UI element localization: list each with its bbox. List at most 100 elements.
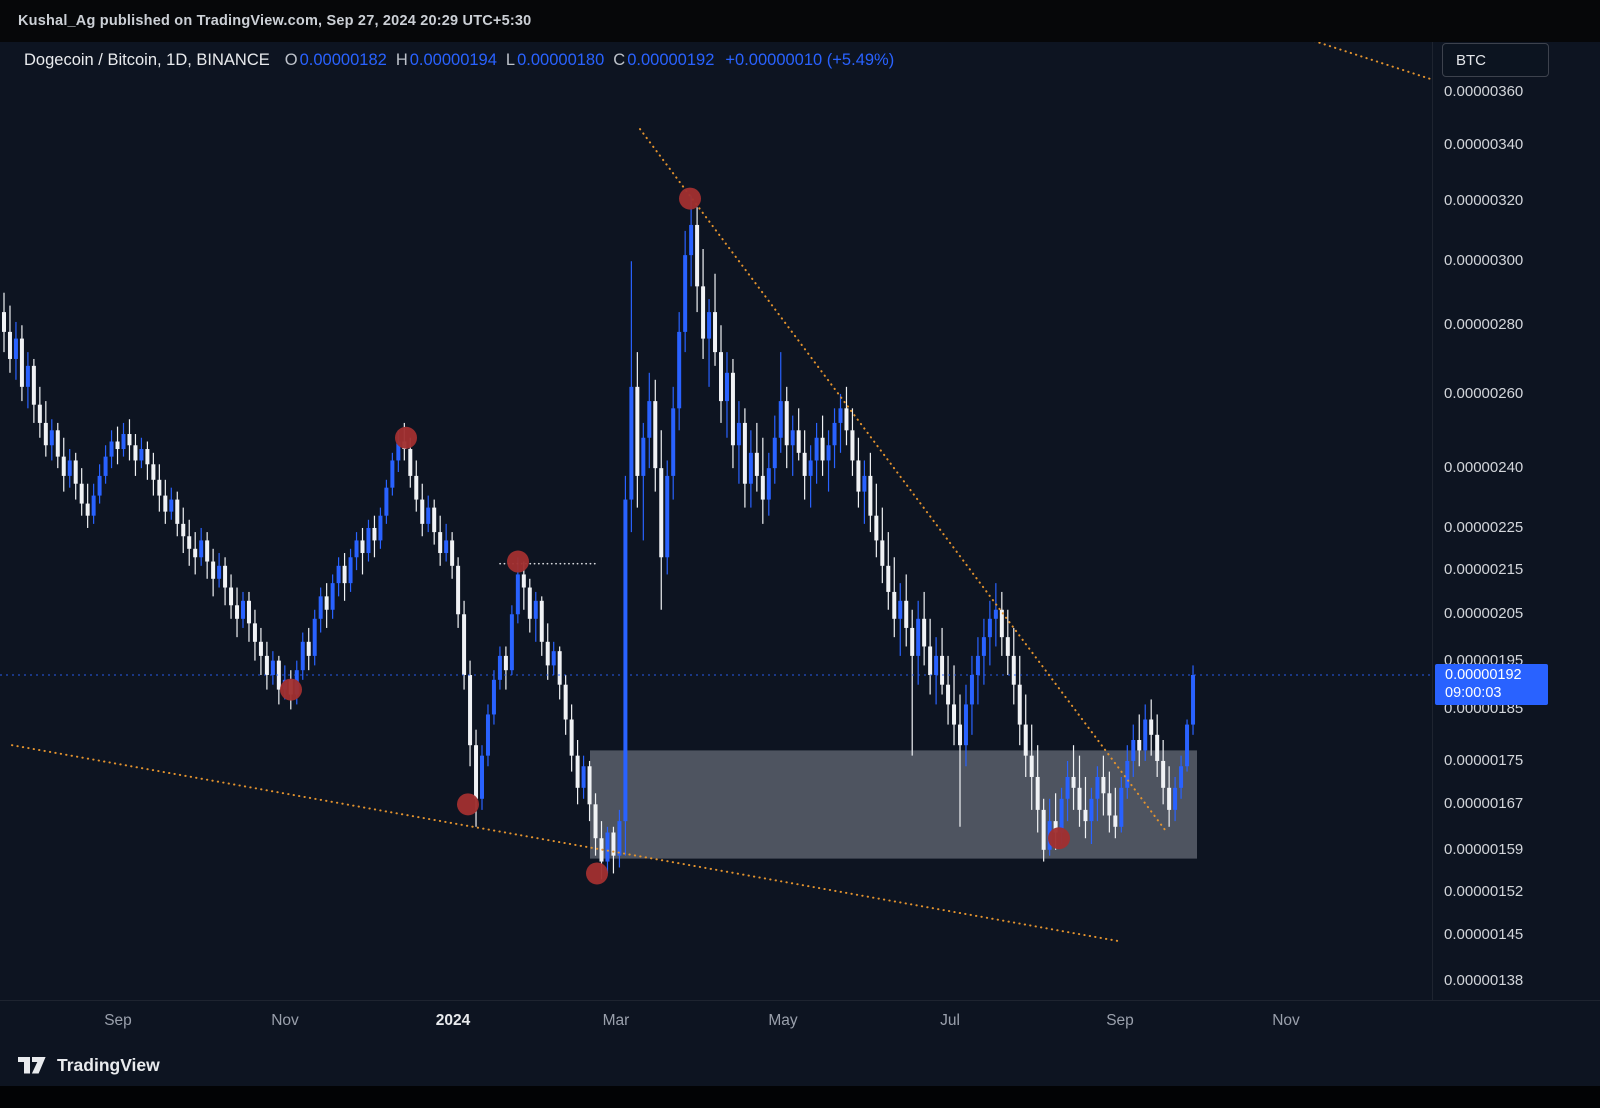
red-circle-marker[interactable]	[395, 426, 417, 449]
price-tick: 0.00000205	[1444, 605, 1524, 623]
candle	[1125, 760, 1130, 788]
time-tick: Sep	[104, 1012, 132, 1029]
candle	[342, 565, 347, 584]
candle	[832, 422, 837, 446]
candle	[969, 675, 974, 705]
symbol-header: Dogecoin / Bitcoin, 1D, BINANCE O 0.00000…	[24, 48, 894, 72]
candle	[581, 766, 586, 788]
candle	[354, 540, 359, 558]
tradingview-logo[interactable]	[18, 1056, 47, 1074]
candle	[67, 460, 72, 476]
price-tick: 0.00000360	[1444, 83, 1524, 101]
trendline-descending-resistance[interactable]	[639, 128, 1168, 834]
candle	[187, 536, 192, 549]
price-axis[interactable]: BTC 0.00000192 09:00:03 0.00000360 0.0000…	[1432, 42, 1600, 1000]
candle	[862, 475, 867, 492]
candle	[300, 641, 305, 671]
ohlc-label: C	[613, 50, 626, 69]
candle	[653, 401, 658, 469]
candle	[808, 460, 813, 476]
candle	[2, 312, 6, 332]
candle	[1101, 776, 1106, 794]
candle	[1011, 655, 1016, 685]
candle	[79, 483, 84, 504]
candle	[1095, 776, 1100, 799]
candle	[205, 540, 210, 562]
candle	[360, 540, 365, 554]
candle	[1137, 739, 1142, 751]
candle	[868, 475, 873, 516]
red-circle-marker[interactable]	[457, 793, 479, 816]
chart-canvas[interactable]	[0, 42, 1432, 1000]
candle	[892, 591, 897, 619]
candle	[121, 434, 126, 450]
candle	[1065, 776, 1070, 799]
candle	[1071, 776, 1076, 788]
candle	[127, 434, 132, 446]
candle	[963, 704, 968, 746]
brand-name[interactable]: TradingView	[57, 1054, 160, 1075]
current-price-badge: 0.00000192 09:00:03	[1435, 664, 1548, 705]
candle	[719, 352, 723, 402]
candle	[318, 596, 323, 619]
candle	[1161, 760, 1166, 788]
currency-toggle-button[interactable]: BTC	[1442, 43, 1549, 77]
change-text: +0.00000010 (+5.49%)	[725, 50, 895, 69]
red-circle-marker[interactable]	[280, 678, 302, 701]
candle	[820, 437, 825, 461]
candle	[1053, 821, 1058, 833]
candle	[503, 655, 508, 671]
candle	[491, 679, 496, 715]
candle	[671, 408, 676, 476]
candle	[390, 460, 395, 488]
candle	[1089, 798, 1094, 822]
trendline-long-term-support[interactable]	[11, 744, 1123, 943]
red-circle-marker[interactable]	[586, 862, 608, 885]
candle	[772, 437, 777, 469]
candle	[378, 515, 383, 541]
candle	[217, 565, 222, 579]
candle	[25, 365, 30, 387]
candle	[1083, 809, 1088, 822]
candle	[647, 401, 652, 438]
candle	[246, 600, 251, 624]
candle	[1041, 809, 1046, 850]
candle	[1119, 787, 1124, 827]
candle	[1005, 637, 1010, 656]
red-circle-marker[interactable]	[1048, 827, 1070, 850]
candle	[623, 499, 628, 822]
price-tick: 0.00000225	[1444, 518, 1524, 536]
candle	[258, 641, 263, 656]
candle	[61, 456, 66, 476]
candle	[330, 583, 335, 610]
candle	[790, 430, 795, 446]
candle	[796, 430, 801, 453]
candle	[856, 460, 861, 492]
candle	[474, 745, 479, 799]
red-circle-marker[interactable]	[679, 187, 701, 210]
ohlc-values: O 0.00000182 H 0.00000194 L 0.00000180 C 0.0000…	[276, 51, 715, 70]
candle	[480, 755, 484, 799]
candle	[641, 437, 646, 476]
candle	[993, 609, 998, 619]
time-axis[interactable]: Sep Nov 2024 Mar May Jul Sep Nov	[0, 1000, 1600, 1044]
candle	[1113, 815, 1118, 827]
time-tick: Mar	[602, 1012, 630, 1029]
red-circle-marker[interactable]	[507, 550, 529, 573]
candle	[946, 684, 951, 705]
chart-region: Dogecoin / Bitcoin, 1D, BINANCE O 0.00000…	[0, 42, 1432, 1000]
candle	[850, 430, 855, 461]
support-zone[interactable]	[590, 750, 1197, 859]
time-tick: Sep	[1106, 1012, 1134, 1029]
candle	[43, 422, 48, 446]
candle	[91, 495, 96, 516]
candle	[372, 527, 377, 541]
symbol-title[interactable]: Dogecoin / Bitcoin, 1D, BINANCE	[24, 50, 270, 69]
candle	[1173, 787, 1178, 810]
candle	[1131, 739, 1136, 761]
candle	[1179, 766, 1184, 788]
candle	[605, 832, 610, 862]
candle	[181, 523, 186, 537]
ohlc-label: O	[284, 50, 298, 69]
trendline-upper-right[interactable]	[1288, 42, 1432, 81]
